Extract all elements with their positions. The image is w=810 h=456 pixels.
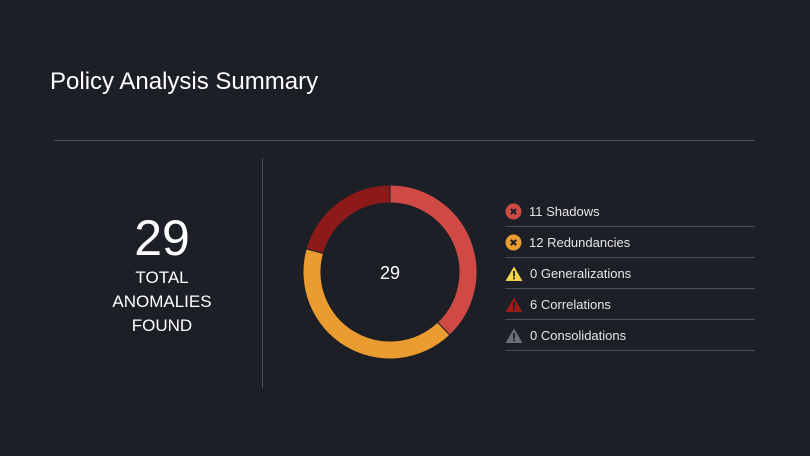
donut-chart: 29 bbox=[302, 184, 478, 360]
total-label-1: TOTAL bbox=[135, 268, 189, 287]
legend-label: 11 Shadows bbox=[529, 203, 600, 219]
legend-item[interactable]: 0 Consolidations bbox=[505, 320, 755, 351]
x-circle-icon bbox=[505, 203, 522, 219]
warning-triangle-icon bbox=[505, 328, 523, 343]
x-circle-icon bbox=[505, 234, 522, 250]
legend-label: 6 Correlations bbox=[530, 296, 611, 312]
donut-segment-redundancies[interactable] bbox=[302, 248, 451, 360]
legend-item[interactable]: 6 Correlations bbox=[505, 289, 755, 320]
donut-center-label: 29 bbox=[380, 263, 400, 283]
legend-label: 0 Consolidations bbox=[530, 327, 627, 343]
vertical-divider bbox=[262, 158, 263, 388]
legend-item[interactable]: 11 Shadows bbox=[505, 196, 755, 227]
legend: 11 Shadows 12 Redundancies 0 Generalizatio… bbox=[505, 196, 755, 351]
divider bbox=[54, 140, 755, 141]
legend-item[interactable]: 12 Redundancies bbox=[505, 227, 755, 258]
total-label-3: FOUND bbox=[131, 316, 193, 335]
donut-segment-shadows[interactable] bbox=[389, 184, 478, 336]
donut-segment-correlations[interactable] bbox=[305, 184, 391, 255]
page-title: Policy Analysis Summary bbox=[50, 68, 319, 95]
legend-label: 0 Generalizations bbox=[530, 265, 632, 281]
warning-triangle-icon bbox=[505, 266, 523, 281]
legend-item[interactable]: 0 Generalizations bbox=[505, 258, 755, 289]
total-anomalies: 29 TOTAL ANOMALIES FOUND bbox=[82, 210, 242, 338]
total-label-2: ANOMALIES bbox=[112, 292, 212, 311]
total-count: 29 bbox=[134, 210, 190, 266]
warning-triangle-icon bbox=[505, 297, 523, 312]
legend-label: 12 Redundancies bbox=[529, 234, 631, 250]
